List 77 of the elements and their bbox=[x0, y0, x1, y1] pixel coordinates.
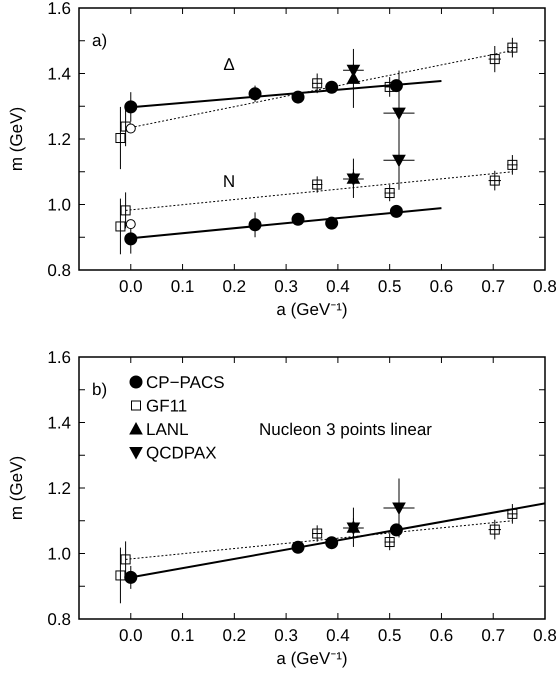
x-tick-label: 0.8 bbox=[533, 277, 556, 296]
point bbox=[490, 54, 500, 64]
point bbox=[384, 537, 395, 548]
point bbox=[120, 205, 131, 216]
y-tick-label: 1.6 bbox=[47, 0, 71, 18]
point bbox=[120, 122, 131, 132]
point bbox=[325, 80, 338, 94]
x-tick-label: 0.7 bbox=[481, 277, 506, 296]
legend-label: GF11 bbox=[146, 396, 188, 416]
x-tick-label: 0.3 bbox=[274, 277, 298, 296]
x-tick-label: 0.6 bbox=[430, 626, 454, 645]
x-tick-label: 0.2 bbox=[222, 626, 246, 645]
point bbox=[126, 219, 136, 230]
x-tick-label: 0.3 bbox=[274, 626, 298, 645]
y-tick-label: 1.0 bbox=[47, 544, 71, 564]
point bbox=[248, 87, 262, 100]
x-tick-label: 0.5 bbox=[378, 626, 402, 645]
annotation: N bbox=[222, 172, 236, 191]
point bbox=[392, 108, 406, 120]
point bbox=[120, 554, 131, 564]
point bbox=[392, 502, 406, 514]
y-tick-label: 1.4 bbox=[47, 64, 71, 84]
point bbox=[390, 523, 403, 536]
y-tick-label: 1.2 bbox=[47, 130, 71, 149]
legend-label: CP−PACS bbox=[146, 373, 225, 392]
point bbox=[384, 188, 395, 198]
point bbox=[507, 508, 518, 519]
x-tick-label: 0.6 bbox=[430, 277, 454, 296]
y-axis-title: m (GeV) bbox=[7, 456, 26, 520]
point bbox=[124, 570, 138, 584]
annotation: b) bbox=[92, 380, 108, 399]
point bbox=[115, 133, 126, 144]
point bbox=[115, 221, 126, 232]
legend-label: LANL bbox=[146, 420, 189, 439]
point bbox=[325, 536, 338, 550]
x-tick-label: 0.2 bbox=[222, 277, 246, 296]
point bbox=[292, 540, 305, 554]
point bbox=[248, 218, 262, 232]
point bbox=[292, 212, 305, 226]
annotation: a) bbox=[92, 31, 108, 50]
point bbox=[490, 524, 500, 535]
y-tick-label: 1.0 bbox=[47, 196, 71, 214]
y-axis-title: m (GeV) bbox=[7, 106, 26, 172]
annotation: Δ bbox=[223, 55, 235, 74]
point bbox=[312, 78, 322, 88]
y-tick-label: 1.6 bbox=[47, 348, 71, 367]
point bbox=[124, 232, 138, 246]
point bbox=[507, 42, 518, 53]
x-tick-label: 0.8 bbox=[533, 626, 556, 645]
legend-label: QCDPAX bbox=[146, 444, 217, 462]
point bbox=[312, 180, 322, 190]
point bbox=[126, 124, 136, 134]
y-tick-label: 0.8 bbox=[47, 610, 71, 629]
x-axis-title: a (GeV⁻¹) bbox=[276, 649, 348, 668]
point bbox=[292, 90, 305, 104]
point bbox=[124, 100, 138, 114]
x-tick-label: 0.4 bbox=[326, 277, 350, 296]
annotation: Nucleon 3 points linear bbox=[259, 420, 432, 439]
point bbox=[392, 154, 406, 167]
point bbox=[115, 570, 126, 580]
point bbox=[390, 204, 403, 218]
point bbox=[490, 176, 500, 186]
x-tick-label: 0.0 bbox=[118, 626, 143, 645]
point bbox=[312, 528, 322, 539]
y-tick-label: 1.2 bbox=[47, 479, 71, 498]
x-tick-label: 0.0 bbox=[118, 277, 143, 296]
y-tick-label: 0.8 bbox=[47, 261, 71, 280]
x-tick-label: 0.1 bbox=[170, 626, 194, 645]
x-tick-label: 0.5 bbox=[378, 277, 402, 296]
x-tick-label: 0.7 bbox=[481, 626, 506, 645]
x-tick-label: 0.4 bbox=[326, 626, 350, 645]
point bbox=[507, 160, 518, 170]
y-tick-label: 1.4 bbox=[47, 414, 71, 432]
x-tick-label: 0.1 bbox=[170, 277, 194, 296]
x-axis-title: a (GeV⁻¹) bbox=[276, 300, 348, 319]
point bbox=[384, 82, 395, 92]
point bbox=[325, 216, 338, 230]
